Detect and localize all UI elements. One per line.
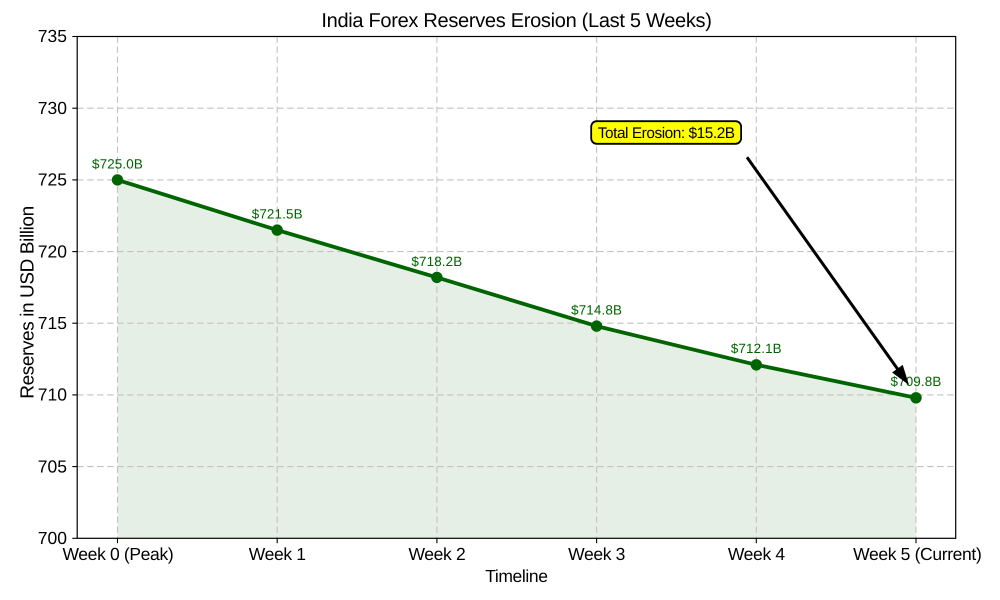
svg-text:Reserves in USD Billion: Reserves in USD Billion [18,206,39,398]
svg-text:Timeline: Timeline [485,566,547,586]
svg-text:$712.1B: $712.1B [731,341,782,356]
svg-text:$718.2B: $718.2B [411,254,462,269]
svg-text:700: 700 [38,528,67,548]
svg-text:Total Erosion: $15.2B: Total Erosion: $15.2B [598,125,735,142]
svg-text:Week 0 (Peak): Week 0 (Peak) [62,544,173,564]
svg-text:India Forex Reserves Erosion (: India Forex Reserves Erosion (Last 5 Wee… [321,10,711,32]
svg-text:Week 2: Week 2 [408,544,465,564]
svg-text:705: 705 [38,456,67,476]
svg-text:730: 730 [38,98,67,118]
svg-text:$725.0B: $725.0B [92,156,143,171]
svg-text:Week 3: Week 3 [568,544,625,564]
svg-text:Week 5 (Current): Week 5 (Current) [853,544,981,564]
svg-text:710: 710 [38,385,67,405]
svg-text:725: 725 [38,170,67,190]
svg-text:720: 720 [38,241,67,261]
svg-text:715: 715 [38,313,67,333]
svg-text:Week 1: Week 1 [249,544,306,564]
svg-text:735: 735 [38,26,67,46]
svg-text:$721.5B: $721.5B [252,207,303,222]
svg-text:Week 4: Week 4 [728,544,786,564]
svg-text:$714.8B: $714.8B [571,303,622,318]
